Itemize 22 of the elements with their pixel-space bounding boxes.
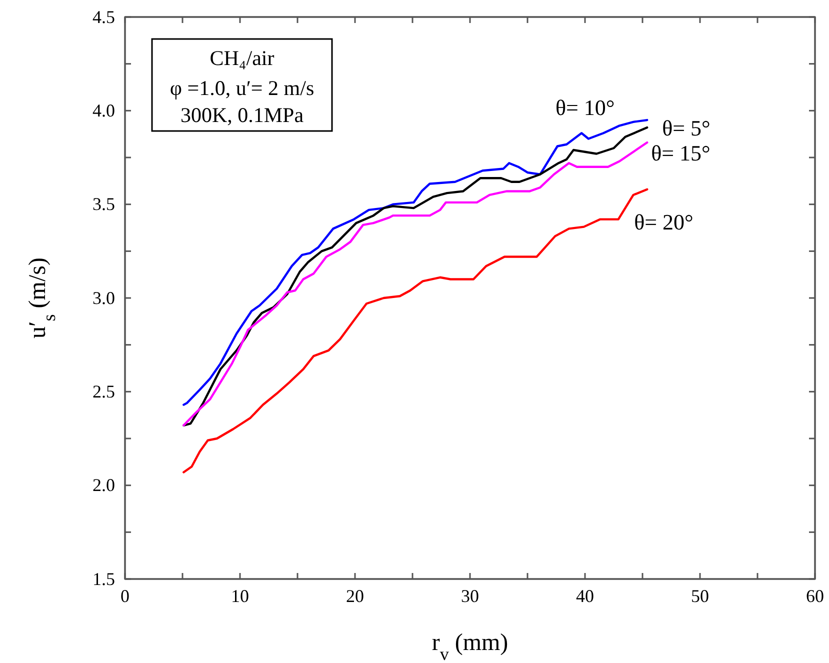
x-axis-title: r$_{v}$ (mm) bbox=[432, 630, 508, 663]
y-tick-label: 2.0 bbox=[92, 475, 115, 496]
annotation: φ =1.0, u′= 2 m/s bbox=[170, 76, 314, 100]
x-tick-label: 40 bbox=[576, 586, 594, 606]
x-tick-label: 0 bbox=[120, 586, 130, 606]
annotation: CH₄/air bbox=[210, 46, 274, 70]
x-tick-label: 50 bbox=[691, 586, 709, 606]
y-tick-label: 1.5 bbox=[92, 568, 115, 589]
x-tick-label: 60 bbox=[806, 586, 824, 606]
y-tick-label: 3.5 bbox=[92, 194, 115, 214]
y-tick-label: 2.5 bbox=[92, 381, 115, 402]
x-tick-label: 30 bbox=[461, 586, 479, 606]
x-tick-label: 20 bbox=[346, 586, 364, 606]
series-label: θ= 10° bbox=[555, 95, 615, 120]
y-tick-label: 4.5 bbox=[92, 6, 115, 27]
series-label: θ= 15° bbox=[651, 140, 710, 166]
y-tick-label: 4.0 bbox=[92, 100, 115, 120]
y-tick-label: 3.0 bbox=[92, 288, 115, 308]
annotation: 300K, 0.1MPa bbox=[180, 103, 304, 127]
series-label: θ= 20° bbox=[634, 209, 694, 234]
series-label: θ= 5° bbox=[662, 116, 710, 141]
x-tick-label: 10 bbox=[231, 586, 249, 606]
